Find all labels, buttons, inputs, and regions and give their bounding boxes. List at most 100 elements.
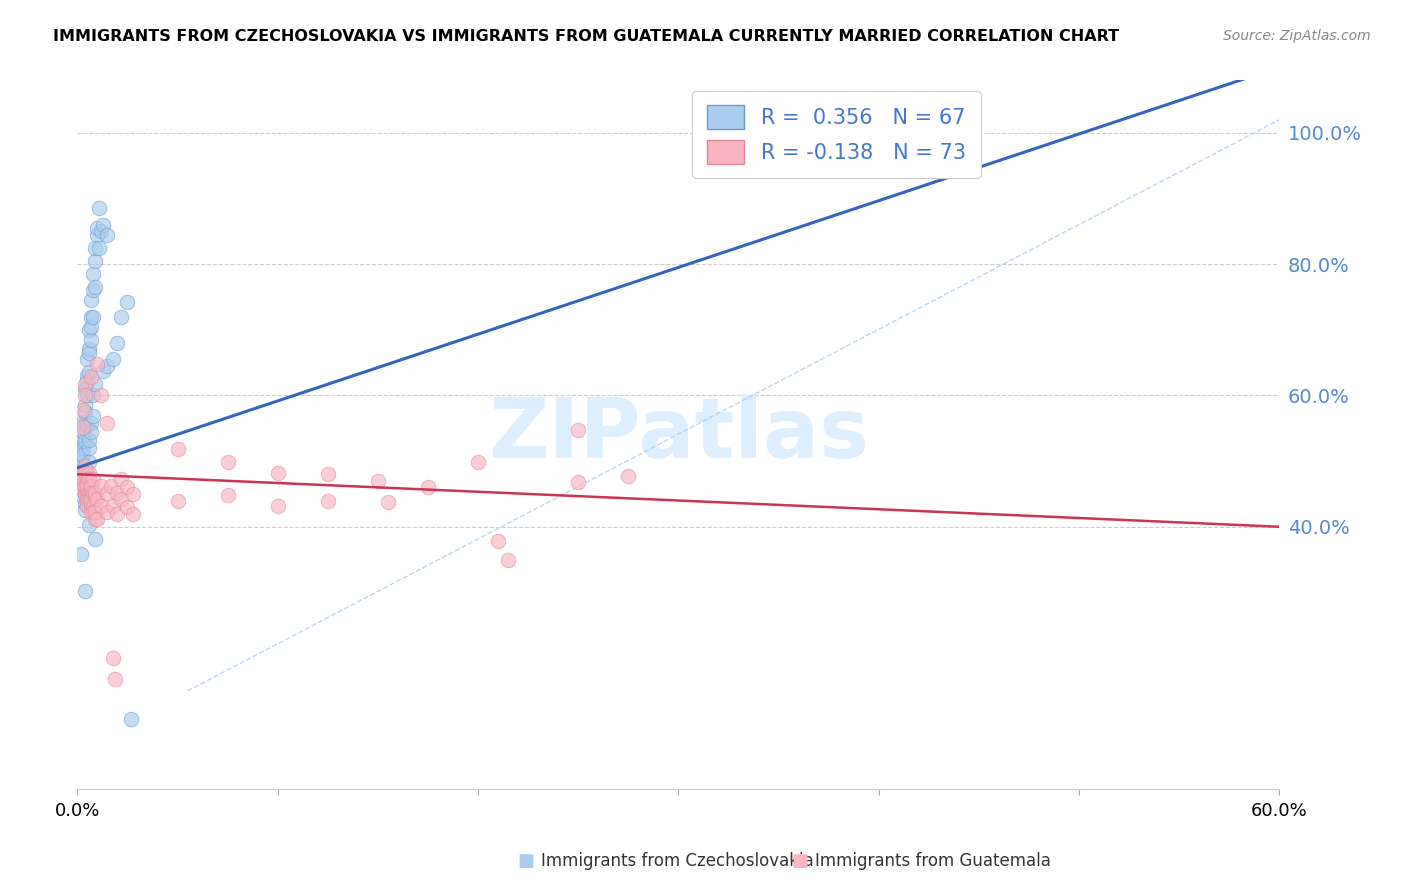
Point xyxy=(72,477,94,491)
Point xyxy=(89,202,111,216)
Point xyxy=(80,416,103,430)
Point xyxy=(107,485,129,500)
Point xyxy=(86,492,108,507)
Point xyxy=(79,473,101,487)
Point xyxy=(75,479,97,493)
Point xyxy=(72,479,94,493)
Point xyxy=(122,487,145,501)
Point xyxy=(79,485,101,500)
Point xyxy=(75,376,97,391)
Point xyxy=(72,448,94,462)
Point xyxy=(416,480,439,494)
Point xyxy=(75,487,97,501)
Point xyxy=(76,376,98,390)
Text: ZIPatlas: ZIPatlas xyxy=(488,394,869,475)
Point xyxy=(316,467,339,482)
Point xyxy=(267,466,290,480)
Point xyxy=(72,417,94,432)
Point xyxy=(76,388,98,402)
Point xyxy=(80,293,103,308)
Point xyxy=(84,492,107,507)
Point xyxy=(72,441,94,455)
Point xyxy=(117,480,139,494)
Point xyxy=(496,552,519,566)
Point xyxy=(82,505,104,519)
Point xyxy=(80,492,103,507)
Point xyxy=(84,253,107,268)
Point xyxy=(75,405,97,419)
Point xyxy=(96,359,118,373)
Point xyxy=(72,425,94,439)
Point xyxy=(367,474,389,488)
Point xyxy=(76,473,98,487)
Point xyxy=(96,416,118,430)
Point xyxy=(79,343,101,357)
Text: Source: ZipAtlas.com: Source: ZipAtlas.com xyxy=(1223,29,1371,43)
Point xyxy=(84,485,107,500)
Point xyxy=(90,388,112,402)
Point xyxy=(110,310,132,324)
Point xyxy=(96,505,118,519)
Point xyxy=(75,388,97,402)
Point xyxy=(84,505,107,519)
Point xyxy=(110,473,132,487)
Legend: R =  0.356   N = 67, R = -0.138   N = 73: R = 0.356 N = 67, R = -0.138 N = 73 xyxy=(692,91,980,178)
Point xyxy=(82,485,104,500)
Point xyxy=(72,473,94,487)
Point xyxy=(76,479,98,493)
Text: IMMIGRANTS FROM CZECHOSLOVAKIA VS IMMIGRANTS FROM GUATEMALA CURRENTLY MARRIED CO: IMMIGRANTS FROM CZECHOSLOVAKIA VS IMMIGR… xyxy=(53,29,1119,44)
Point xyxy=(79,366,101,380)
Point xyxy=(93,218,115,232)
Point xyxy=(103,499,125,513)
Point xyxy=(80,485,103,500)
Point xyxy=(76,492,98,507)
Point xyxy=(117,500,139,514)
Point xyxy=(567,423,589,437)
Point xyxy=(217,455,239,469)
Point xyxy=(79,492,101,507)
Text: Immigrants from Czechoslovakia: Immigrants from Czechoslovakia xyxy=(541,852,814,870)
Point xyxy=(100,479,122,493)
Point xyxy=(84,532,107,546)
Point xyxy=(76,473,98,487)
Point xyxy=(86,357,108,371)
Point xyxy=(89,241,111,255)
Point xyxy=(75,459,97,474)
Point xyxy=(70,434,93,449)
Text: Immigrants from Guatemala: Immigrants from Guatemala xyxy=(815,852,1052,870)
Point xyxy=(166,493,188,508)
Point xyxy=(122,507,145,521)
Point xyxy=(79,455,101,469)
Point xyxy=(90,224,112,238)
Point xyxy=(72,403,94,417)
Point xyxy=(75,503,97,517)
Point xyxy=(75,485,97,500)
Point xyxy=(72,420,94,434)
Point xyxy=(96,227,118,242)
Point xyxy=(75,497,97,511)
Point xyxy=(70,448,93,462)
Point xyxy=(86,221,108,235)
Text: ■: ■ xyxy=(517,852,534,870)
Point xyxy=(80,333,103,347)
Point xyxy=(120,712,142,726)
Point xyxy=(75,382,97,396)
Point xyxy=(76,417,98,432)
Point xyxy=(75,466,97,480)
Point xyxy=(82,499,104,513)
Point xyxy=(567,475,589,490)
Point xyxy=(84,241,107,255)
Point xyxy=(72,415,94,429)
Point xyxy=(72,460,94,475)
Point xyxy=(86,512,108,526)
Point xyxy=(76,499,98,513)
Point xyxy=(617,468,640,483)
Point xyxy=(80,479,103,493)
Point xyxy=(80,370,103,384)
Point xyxy=(80,499,103,513)
Point xyxy=(76,479,98,493)
Point xyxy=(467,455,489,469)
Point xyxy=(110,492,132,507)
Point xyxy=(82,388,104,402)
Point xyxy=(82,409,104,424)
